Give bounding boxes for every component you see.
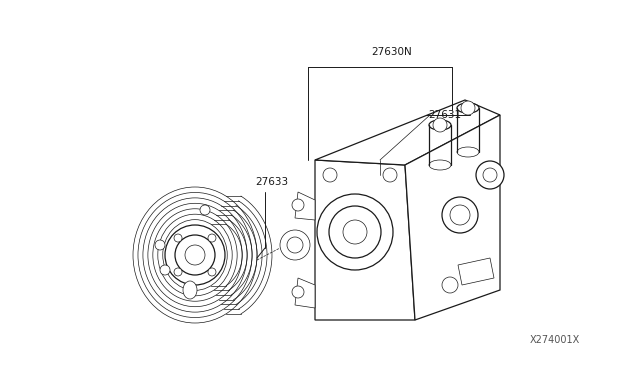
Circle shape [200, 205, 210, 215]
Circle shape [287, 237, 303, 253]
Polygon shape [458, 258, 494, 285]
Ellipse shape [183, 281, 197, 299]
Circle shape [208, 268, 216, 276]
Circle shape [329, 206, 381, 258]
Circle shape [165, 225, 225, 285]
Text: 27631: 27631 [428, 110, 461, 120]
Circle shape [174, 268, 182, 276]
Circle shape [450, 205, 470, 225]
Circle shape [461, 101, 475, 115]
Circle shape [483, 168, 497, 182]
Polygon shape [315, 160, 415, 320]
Circle shape [442, 277, 458, 293]
Polygon shape [405, 115, 500, 320]
Circle shape [476, 161, 504, 189]
Polygon shape [295, 278, 315, 308]
Circle shape [442, 197, 478, 233]
Ellipse shape [429, 120, 451, 130]
Circle shape [185, 245, 205, 265]
Circle shape [323, 168, 337, 182]
Circle shape [174, 234, 182, 242]
Circle shape [208, 234, 216, 242]
Circle shape [280, 230, 310, 260]
Circle shape [292, 286, 304, 298]
Circle shape [383, 168, 397, 182]
Polygon shape [295, 192, 315, 220]
Ellipse shape [429, 160, 451, 170]
Polygon shape [315, 100, 500, 165]
Circle shape [155, 240, 165, 250]
Ellipse shape [457, 103, 479, 113]
Circle shape [433, 118, 447, 132]
Ellipse shape [457, 147, 479, 157]
Circle shape [292, 199, 304, 211]
Text: 27633: 27633 [255, 177, 288, 187]
Circle shape [160, 265, 170, 275]
Circle shape [343, 220, 367, 244]
Circle shape [175, 235, 215, 275]
Circle shape [317, 194, 393, 270]
Text: X274001X: X274001X [530, 335, 580, 345]
Text: 27630N: 27630N [372, 47, 412, 57]
